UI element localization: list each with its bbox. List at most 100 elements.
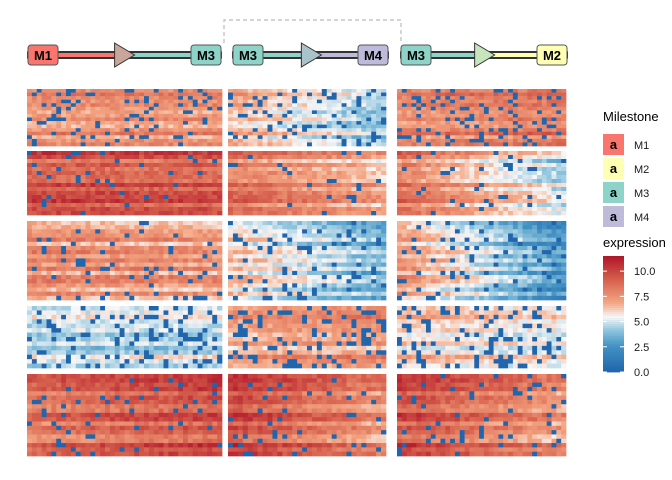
heatmap-cell — [114, 203, 120, 208]
heatmap-cell — [561, 113, 567, 118]
heatmap-cell — [228, 287, 234, 293]
heatmap-cell — [527, 233, 533, 238]
heatmap-cell — [401, 163, 408, 168]
heatmap-cell — [105, 142, 111, 147]
heatmap-cell — [144, 151, 150, 156]
heatmap-cell — [272, 113, 278, 118]
heatmap-cell — [459, 128, 465, 133]
heatmap-cell — [406, 155, 412, 160]
heatmap-cell — [292, 113, 298, 118]
heatmap-cell — [202, 117, 208, 122]
heatmap-cell — [479, 191, 485, 196]
heatmap-cell — [173, 142, 179, 147]
heatmap-cell — [454, 211, 461, 216]
heatmap-cell — [483, 96, 490, 101]
heatmap-cell — [134, 121, 140, 125]
heatmap-cell — [532, 135, 538, 140]
heatmap-cell — [252, 106, 258, 111]
heatmap-cell — [421, 96, 427, 101]
heatmap-cell — [366, 270, 372, 276]
heatmap-cell — [109, 151, 116, 156]
heatmap-cell — [144, 131, 150, 136]
heatmap-cell — [80, 151, 86, 156]
heatmap-cell — [197, 151, 203, 156]
heatmap-cell — [401, 159, 408, 164]
heatmap-cell — [292, 103, 298, 108]
heatmap-cell — [459, 106, 465, 111]
heatmap-cell — [124, 135, 130, 140]
heatmap-cell — [561, 211, 567, 216]
heatmap-cell — [488, 128, 494, 133]
heatmap-cell — [551, 138, 557, 143]
heatmap-cell — [237, 207, 244, 212]
heatmap-cell — [212, 191, 218, 196]
heatmap-cell — [66, 96, 72, 101]
heatmap-cell — [36, 106, 42, 111]
heatmap-cell — [297, 121, 303, 125]
heatmap-cell — [297, 279, 303, 284]
heatmap-cell — [474, 124, 480, 129]
heatmap-cell — [435, 131, 441, 136]
heatmap-cell — [46, 175, 52, 180]
heatmap-cell — [556, 89, 562, 93]
heatmap-cell — [464, 167, 470, 172]
heatmap-cell — [292, 191, 298, 196]
heatmap-cell — [464, 171, 470, 176]
heatmap-cell — [217, 163, 223, 168]
heatmap-cell — [435, 117, 441, 122]
heatmap-cell — [202, 237, 208, 243]
heatmap-cell — [41, 131, 47, 136]
heatmap-cell — [302, 138, 308, 143]
heatmap-cell — [252, 250, 258, 255]
heatmap-cell — [66, 245, 72, 251]
heatmap-cell — [551, 183, 557, 188]
heatmap-cell — [537, 117, 543, 122]
heatmap-cell — [561, 199, 567, 204]
heatmap-cell — [27, 283, 33, 288]
heatmap-cell — [469, 106, 475, 111]
heatmap-cell — [493, 203, 499, 208]
heatmap-cell — [134, 142, 140, 147]
heatmap-cell — [537, 155, 543, 160]
heatmap-cell — [454, 195, 461, 200]
heatmap-cell — [371, 241, 377, 247]
heatmap-cell — [95, 151, 101, 156]
heatmap-cell — [139, 142, 145, 147]
heatmap-cell — [366, 279, 372, 284]
heatmap-cell — [80, 159, 86, 164]
heatmap-cell — [316, 183, 323, 188]
heatmap-cell — [416, 233, 422, 238]
heatmap-cell — [100, 155, 106, 160]
heatmap-cell — [503, 237, 509, 243]
heatmap-cell — [508, 225, 514, 230]
heatmap-cell — [148, 287, 155, 293]
heatmap-cell — [316, 167, 323, 172]
heatmap-cell — [551, 159, 557, 164]
heatmap-cell — [450, 229, 456, 234]
heatmap-cell — [95, 128, 101, 133]
heatmap-cell — [445, 110, 451, 115]
heatmap-cell — [173, 167, 179, 172]
heatmap-cell — [207, 291, 213, 297]
heatmap-cell — [31, 96, 38, 101]
heatmap-cell — [183, 245, 189, 251]
heatmap-cell — [272, 89, 278, 93]
heatmap-cell — [541, 175, 548, 180]
heatmap-cell — [100, 237, 106, 243]
heatmap-cell — [498, 124, 504, 129]
heatmap-cell — [75, 128, 81, 133]
heatmap-cell — [31, 128, 38, 133]
heatmap-cell — [272, 117, 278, 122]
heatmap-cell — [282, 258, 288, 263]
heatmap-cell — [277, 171, 283, 176]
heatmap-cell — [70, 106, 77, 111]
heatmap-cell — [479, 113, 485, 118]
heatmap-cell — [522, 187, 528, 192]
heatmap-cell — [134, 151, 140, 156]
heatmap-cell — [247, 275, 254, 280]
heatmap-cell — [292, 221, 298, 226]
heatmap-cell — [316, 225, 323, 230]
heatmap-cell — [361, 135, 367, 140]
heatmap-cell — [361, 113, 367, 118]
heatmap-cell — [512, 89, 519, 93]
